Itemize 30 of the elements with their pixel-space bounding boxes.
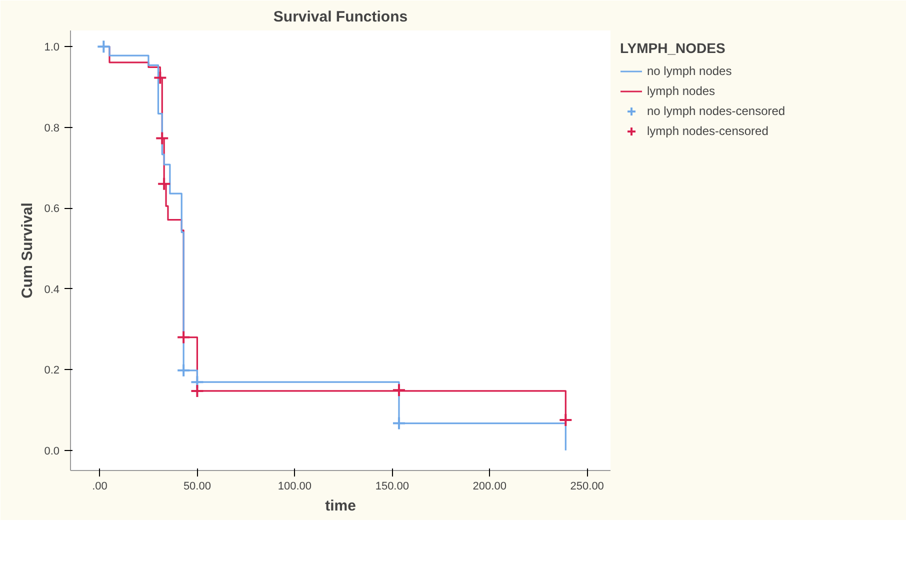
y-tick-label: 1.0 [44, 42, 60, 54]
point [157, 176, 172, 191]
x-tick-label: 250.00 [570, 480, 604, 492]
legend-label: no lymph nodes [647, 64, 732, 78]
x-axis-title: time [325, 498, 356, 514]
legend-label: lymph nodes-censored [647, 124, 768, 138]
legend-title: LYMPH_NODES [620, 40, 726, 56]
y-tick-label: 0.2 [44, 364, 60, 377]
point [392, 383, 406, 398]
legend-label: lymph nodes [647, 84, 716, 98]
point [176, 363, 191, 378]
x-tick-label: 150.00 [375, 480, 409, 492]
point [190, 384, 204, 398]
point [176, 330, 191, 344]
point [96, 40, 111, 54]
legend-label: no lymph nodes-censored [647, 104, 786, 118]
point [155, 131, 170, 146]
y-tick-label: 0.0 [44, 445, 60, 458]
point [153, 70, 168, 85]
x-tick-label: .00 [92, 480, 108, 492]
y-tick-label: 0.6 [44, 203, 60, 216]
y-axis-title: Cum Survival [19, 202, 36, 298]
chart-title: Survival Functions [273, 8, 408, 26]
point [392, 416, 406, 430]
x-tick-label: 200.00 [472, 480, 506, 492]
y-tick-label: 0.8 [44, 122, 60, 134]
x-tick-label: 100.00 [278, 480, 312, 492]
y-tick-label: 0.4 [44, 284, 60, 296]
x-tick-label: 50.00 [183, 480, 211, 492]
point [558, 413, 573, 428]
